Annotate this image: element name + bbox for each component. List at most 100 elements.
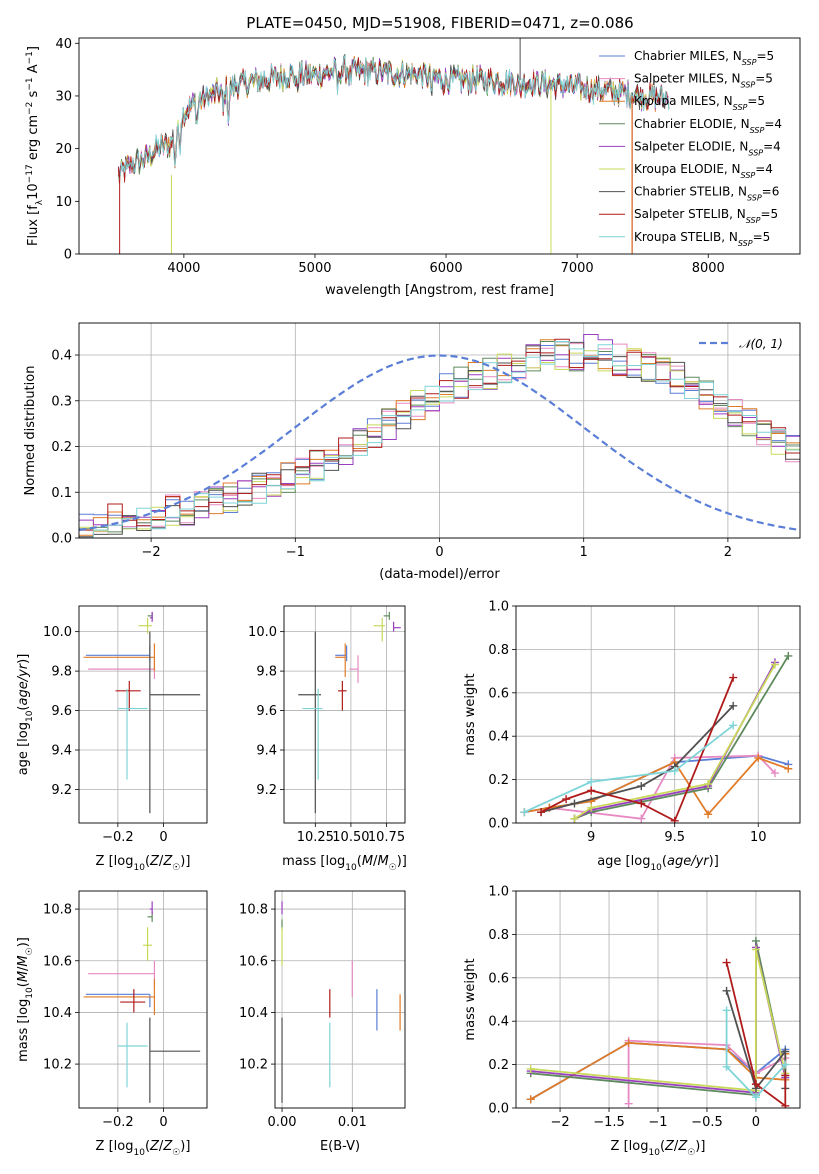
x-tick-label: 10.50 [332, 830, 369, 845]
x-tick-label: −1.5 [593, 1115, 625, 1130]
legend-entry: Kroupa MILES, NSSP=5 [634, 94, 765, 112]
y-axis-label: Normed distribution [23, 366, 38, 496]
errorbar-group [83, 901, 201, 1103]
mass_vs_Z-frame [78, 890, 208, 1109]
y-axis-label: mass [log10(M/M☉)] [16, 937, 35, 1062]
marker-salp_stelib [562, 795, 571, 804]
y-tick-label: 0.4 [51, 349, 72, 364]
y-tick-label: 0.1 [51, 486, 72, 501]
y-axis-label: mass weight [463, 673, 478, 755]
legend-entry: Salpeter ELODIE, NSSP=4 [634, 139, 781, 157]
spectrum-line-salp_elodie [117, 56, 670, 177]
x-tick-label: 0.00 [268, 1115, 297, 1130]
age_vs_Z-frame [78, 605, 208, 824]
x-tick-label: −2 [550, 1115, 569, 1130]
y-tick-label: 0 [64, 248, 72, 263]
x-axis-label: E(B-V) [320, 1139, 360, 1154]
spectrum-line-krou_miles [117, 55, 670, 184]
x-axis-label: mass [log10(M/M☉)] [282, 854, 407, 873]
line-chab_stelib [540, 705, 734, 813]
spectrum-frame [78, 37, 801, 255]
legend-entry: Salpeter MILES, NSSP=5 [634, 72, 773, 90]
spectrum-line-salp_stelib [117, 57, 670, 184]
errorbar-group [83, 611, 201, 814]
marker-krou_elodie [704, 779, 713, 788]
y-tick-label: 0.6 [488, 686, 509, 701]
histogram-krou_stelib [79, 341, 800, 538]
spectrum-line-chab_stelib [117, 53, 670, 181]
y-tick-label: 10.0 [248, 625, 277, 640]
y-tick-label: 10.6 [43, 954, 72, 969]
x-tick-label: 0 [159, 830, 167, 845]
spectrum-line-chab_elodie [117, 56, 670, 179]
x-tick-label: 2 [724, 545, 732, 560]
legend-entry: Kroupa ELODIE, NSSP=4 [634, 162, 773, 180]
marker-salp_miles [770, 769, 779, 778]
x-axis-label: wavelength [Angstrom, rest frame] [325, 283, 554, 298]
y-tick-label: 10.2 [43, 1058, 72, 1073]
x-tick-label: 10.25 [297, 830, 334, 845]
marker-chab_stelib [722, 986, 731, 995]
legend-entry: 𝒩(0, 1) [739, 337, 783, 351]
axes-mass_vs_Z: −0.2 0 10.2 10.4 10.6 10.8 [43, 891, 207, 1130]
y-tick-label: 0.3 [51, 394, 72, 409]
legend-entry: Kroupa STELIB, NSSP=5 [634, 230, 770, 248]
marker-krou_stelib [587, 777, 596, 786]
x-tick-label: 4000 [167, 261, 200, 276]
x-tick-label: 9 [587, 830, 595, 845]
line-chab_miles [524, 754, 789, 813]
x-axis-label: Z [log10(Z/Z☉)] [611, 1139, 706, 1158]
y-axis-label: Flux [fλ10−17 erg cm−2 s−1 A−1] [25, 46, 45, 246]
x-axis-label: Z [log10(Z/Z☉)] [96, 1139, 191, 1158]
age_vs_mass-frame [283, 605, 406, 824]
spectrum-legend: Chabrier MILES, NSSP=5 Salpeter MILES, NS… [599, 49, 782, 247]
x-tick-label: 0.01 [338, 1115, 367, 1130]
mass_weight_vs_age-frame [515, 605, 801, 824]
y-tick-label: 10.6 [239, 954, 268, 969]
axes-residuals: −2 −1 0 1 2 0.0 0.1 0.2 0.3 0.4 [51, 323, 800, 560]
y-tick-label: 0.6 [488, 971, 509, 986]
marker-krou_stelib [722, 1062, 731, 1071]
marker-krou_miles [704, 810, 713, 819]
x-tick-label: 7000 [561, 261, 594, 276]
residuals-frame [78, 322, 801, 539]
y-tick-label: 1.0 [488, 600, 509, 615]
x-tick-label: −2 [142, 545, 161, 560]
marker-salp_stelib [670, 816, 679, 823]
marker-salp_stelib [587, 786, 596, 795]
line-salp_stelib [725, 962, 787, 1108]
legend-entry: Chabrier STELIB, NSSP=6 [634, 185, 779, 203]
y-tick-label: 9.2 [256, 783, 277, 798]
spectrum-line-krou_elodie [117, 55, 670, 182]
y-tick-label: 0.2 [51, 440, 72, 455]
axes-mass_vs_ebv: 0.00 0.01 10.2 10.4 10.6 10.8 [239, 891, 405, 1130]
y-tick-label: 10.2 [239, 1058, 268, 1073]
y-axis-label: age [log10(age/yr)] [16, 654, 35, 776]
x-tick-label: 6000 [430, 261, 463, 276]
mass_weight_vs_Z-frame [515, 890, 801, 1109]
y-tick-label: 10.4 [239, 1006, 268, 1021]
marker-chab_elodie [784, 651, 793, 660]
marker-krou_miles [624, 1038, 633, 1047]
y-tick-label: 9.8 [51, 665, 72, 680]
y-tick-label: 9.6 [256, 704, 277, 719]
marker-krou_stelib [520, 808, 529, 817]
residuals-legend: 𝒩(0, 1) [699, 337, 783, 351]
line-chab_elodie [574, 655, 790, 820]
legend-entry: Salpeter STELIB, NSSP=5 [634, 207, 778, 225]
mass_vs_ebv-frame [274, 890, 406, 1109]
marker-salp_stelib [537, 808, 546, 817]
y-tick-label: 40 [55, 37, 72, 52]
line-krou_elodie [574, 664, 776, 820]
x-axis-label: (data-model)/error [379, 567, 500, 582]
y-tick-label: 1.0 [488, 885, 509, 900]
x-tick-label: 10.75 [368, 830, 405, 845]
line-group [520, 651, 793, 823]
marker-krou_elodie [526, 1064, 535, 1073]
marker-krou_stelib [670, 766, 679, 775]
marker-salp_stelib [781, 1101, 790, 1108]
y-tick-label: 9.2 [51, 783, 72, 798]
marker-chab_stelib [570, 799, 579, 808]
